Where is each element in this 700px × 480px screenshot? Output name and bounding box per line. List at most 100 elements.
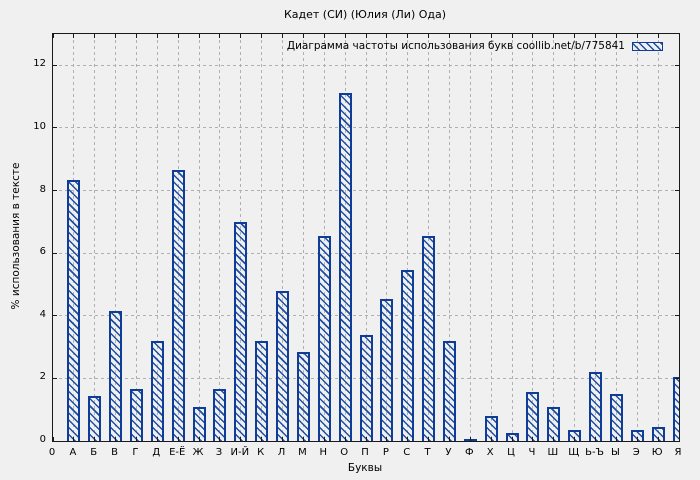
x-tick-label: П [361,447,369,458]
gridline [219,34,221,441]
x-tick-label: Щ [568,447,580,458]
x-tick-label: Х [486,447,494,458]
bar-Д [150,341,164,441]
legend-label: Диаграмма частоты использования букв coo… [286,40,625,52]
tick-mark [177,34,179,38]
tick-mark [261,34,263,38]
bar-Я [672,377,679,441]
tick-mark [115,437,117,441]
tick-mark [53,440,57,441]
gridline [282,34,284,441]
tick-mark [448,34,450,38]
x-tick-label: Ю [651,447,663,458]
bar-Г [129,389,143,441]
tick-mark [240,34,242,38]
gridline [53,190,679,192]
gridline [386,34,388,441]
tick-mark [344,34,346,38]
tick-mark [469,34,471,38]
gridline [490,34,492,441]
tick-mark [490,34,492,38]
bar-К [255,341,269,441]
gridline [595,34,597,441]
y-tick-label: 6 [39,246,46,258]
x-tick-label: К [257,447,265,458]
bar-Ш [547,407,561,441]
tick-mark [94,34,96,38]
gridline [553,34,555,441]
tick-mark [678,437,679,441]
tick-mark [156,437,158,441]
x-tick-label: А [69,447,77,458]
x-tick-label: Ы [610,447,620,458]
tick-mark [407,34,409,38]
tick-mark [657,34,659,38]
x-tick-label: Э [632,447,640,458]
x-tick-label: Ж [192,447,204,458]
plot-area: Диаграмма частоты использования букв coo… [52,33,680,442]
x-tick-label: Ц [507,447,515,458]
tick-mark [156,34,158,38]
x-tick-label: Д [152,447,161,458]
x-tick-label: Л [277,447,286,458]
x-tick-label: Б [90,447,98,458]
legend: Диаграмма частоты использования букв coo… [287,40,663,52]
tick-mark [344,437,346,441]
gridline [198,34,200,441]
tick-mark [135,34,137,38]
tick-mark [240,437,242,441]
bar-О [338,93,352,441]
tick-mark [675,64,679,66]
tick-mark [302,437,304,441]
x-tick-label: Е-Ё [169,447,186,458]
tick-mark [469,437,471,441]
tick-mark [53,34,54,38]
tick-mark [53,252,57,254]
x-tick-label: Г [132,447,139,458]
tick-mark [219,437,221,441]
gridline [53,127,679,129]
tick-mark [53,437,54,441]
tick-mark [386,34,388,38]
x-tick-label: 0 [48,447,56,458]
x-tick-label: У [445,447,452,458]
bar-Н [317,236,331,441]
tick-mark [675,127,679,129]
tick-mark [675,252,679,254]
gridline [53,315,679,317]
tick-mark [511,437,513,441]
gridline [94,34,96,441]
bar-Ж [192,407,206,441]
tick-mark [94,437,96,441]
x-tick-label: М [298,447,307,458]
tick-mark [532,437,534,441]
bar-З [213,389,227,441]
tick-mark [177,437,179,441]
x-tick-label: Я [674,447,682,458]
tick-mark [595,34,597,38]
tick-mark [615,437,617,441]
tick-mark [615,34,617,38]
tick-mark [657,437,659,441]
gridline [53,64,679,66]
tick-mark [678,34,679,38]
bar-В [109,311,123,441]
x-tick-label: Ч [528,447,536,458]
y-axis-title: % использования в тексте [10,162,22,310]
bar-Ю [651,427,665,441]
x-tick-label: С [403,447,411,458]
tick-mark [553,437,555,441]
tick-mark [448,437,450,441]
tick-mark [282,34,284,38]
x-tick-label: В [111,447,119,458]
gridline [156,34,158,441]
y-tick-label: 2 [39,371,46,383]
gridline [407,34,409,441]
tick-mark [73,34,75,38]
gridline [135,34,137,441]
y-tick-label: 10 [33,120,46,132]
bar-Ч [526,392,540,441]
x-tick-label: И-Й [230,447,250,458]
tick-mark [198,437,200,441]
